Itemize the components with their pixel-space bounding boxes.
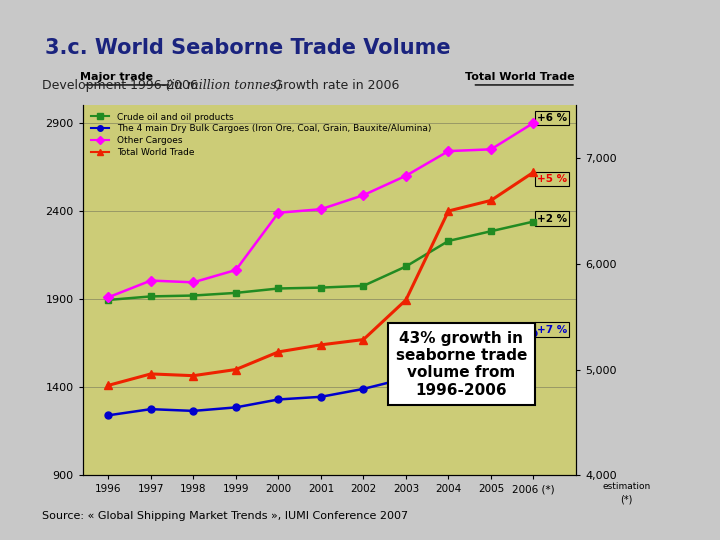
Total World Trade bbox=[529, 169, 538, 176]
Crude oil and oil products bbox=[274, 285, 283, 292]
Crude oil and oil products bbox=[146, 293, 155, 300]
Text: (in million tonnes): (in million tonnes) bbox=[166, 79, 281, 92]
Other Cargoes bbox=[444, 148, 453, 154]
Other Cargoes bbox=[317, 206, 325, 212]
Other Cargoes bbox=[232, 267, 240, 273]
The 4 main Dry Bulk Cargoes (Iron Ore, Coal, Grain, Bauxite/Alumina) bbox=[146, 406, 155, 413]
Text: +5 %: +5 % bbox=[537, 174, 567, 184]
Total World Trade bbox=[359, 336, 368, 343]
The 4 main Dry Bulk Cargoes (Iron Ore, Coal, Grain, Bauxite/Alumina) bbox=[317, 394, 325, 400]
The 4 main Dry Bulk Cargoes (Iron Ore, Coal, Grain, Bauxite/Alumina) bbox=[487, 349, 495, 355]
Text: Major trade: Major trade bbox=[80, 72, 153, 82]
Total World Trade bbox=[402, 296, 410, 303]
Text: +7 %: +7 % bbox=[537, 325, 567, 334]
Total World Trade bbox=[146, 370, 155, 377]
Line: Other Cargoes: Other Cargoes bbox=[105, 119, 537, 301]
Text: Total World Trade: Total World Trade bbox=[465, 72, 575, 82]
Crude oil and oil products bbox=[189, 292, 198, 299]
Line: Total World Trade: Total World Trade bbox=[104, 168, 538, 389]
Other Cargoes bbox=[529, 120, 538, 126]
The 4 main Dry Bulk Cargoes (Iron Ore, Coal, Grain, Bauxite/Alumina) bbox=[189, 408, 198, 414]
Total World Trade bbox=[317, 342, 325, 348]
Text: 43% growth in
seaborne trade
volume from
1996-2006: 43% growth in seaborne trade volume from… bbox=[395, 330, 527, 398]
Text: - Growth rate in 2006: - Growth rate in 2006 bbox=[261, 79, 399, 92]
Text: +6 %: +6 % bbox=[537, 113, 567, 123]
Text: 3.c. World Seaborne Trade Volume: 3.c. World Seaborne Trade Volume bbox=[45, 38, 451, 58]
Text: (*): (*) bbox=[620, 494, 633, 504]
Total World Trade bbox=[189, 373, 198, 379]
The 4 main Dry Bulk Cargoes (Iron Ore, Coal, Grain, Bauxite/Alumina) bbox=[104, 412, 112, 418]
Total World Trade bbox=[444, 208, 453, 214]
Total World Trade bbox=[232, 366, 240, 373]
Other Cargoes bbox=[487, 146, 495, 153]
Crude oil and oil products bbox=[232, 289, 240, 296]
Text: +2 %: +2 % bbox=[537, 213, 567, 224]
Crude oil and oil products bbox=[444, 238, 453, 244]
Other Cargoes bbox=[189, 279, 198, 286]
Crude oil and oil products bbox=[317, 285, 325, 291]
Text: Source: « Global Shipping Market Trends », IUMI Conference 2007: Source: « Global Shipping Market Trends … bbox=[42, 511, 408, 522]
The 4 main Dry Bulk Cargoes (Iron Ore, Coal, Grain, Bauxite/Alumina) bbox=[274, 396, 283, 403]
Total World Trade bbox=[104, 382, 112, 389]
The 4 main Dry Bulk Cargoes (Iron Ore, Coal, Grain, Bauxite/Alumina) bbox=[444, 363, 453, 369]
Crude oil and oil products bbox=[487, 228, 495, 234]
Other Cargoes bbox=[402, 172, 410, 179]
The 4 main Dry Bulk Cargoes (Iron Ore, Coal, Grain, Bauxite/Alumina) bbox=[402, 375, 410, 382]
Text: estimation: estimation bbox=[602, 482, 651, 491]
Crude oil and oil products bbox=[104, 296, 112, 303]
Legend: Crude oil and oil products, The 4 main Dry Bulk Cargoes (Iron Ore, Coal, Grain, : Crude oil and oil products, The 4 main D… bbox=[88, 109, 435, 160]
Total World Trade bbox=[274, 349, 283, 355]
The 4 main Dry Bulk Cargoes (Iron Ore, Coal, Grain, Bauxite/Alumina) bbox=[529, 329, 538, 336]
Other Cargoes bbox=[359, 192, 368, 198]
Crude oil and oil products bbox=[359, 282, 368, 289]
Line: Crude oil and oil products: Crude oil and oil products bbox=[105, 218, 537, 303]
Text: Development 1996-2006: Development 1996-2006 bbox=[42, 79, 202, 92]
The 4 main Dry Bulk Cargoes (Iron Ore, Coal, Grain, Bauxite/Alumina) bbox=[232, 404, 240, 410]
Crude oil and oil products bbox=[402, 263, 410, 269]
Other Cargoes bbox=[104, 294, 112, 301]
The 4 main Dry Bulk Cargoes (Iron Ore, Coal, Grain, Bauxite/Alumina) bbox=[359, 386, 368, 392]
Other Cargoes bbox=[274, 210, 283, 216]
Crude oil and oil products bbox=[529, 218, 538, 225]
Total World Trade bbox=[487, 197, 495, 204]
Other Cargoes bbox=[146, 278, 155, 284]
Line: The 4 main Dry Bulk Cargoes (Iron Ore, Coal, Grain, Bauxite/Alumina): The 4 main Dry Bulk Cargoes (Iron Ore, C… bbox=[105, 329, 537, 419]
